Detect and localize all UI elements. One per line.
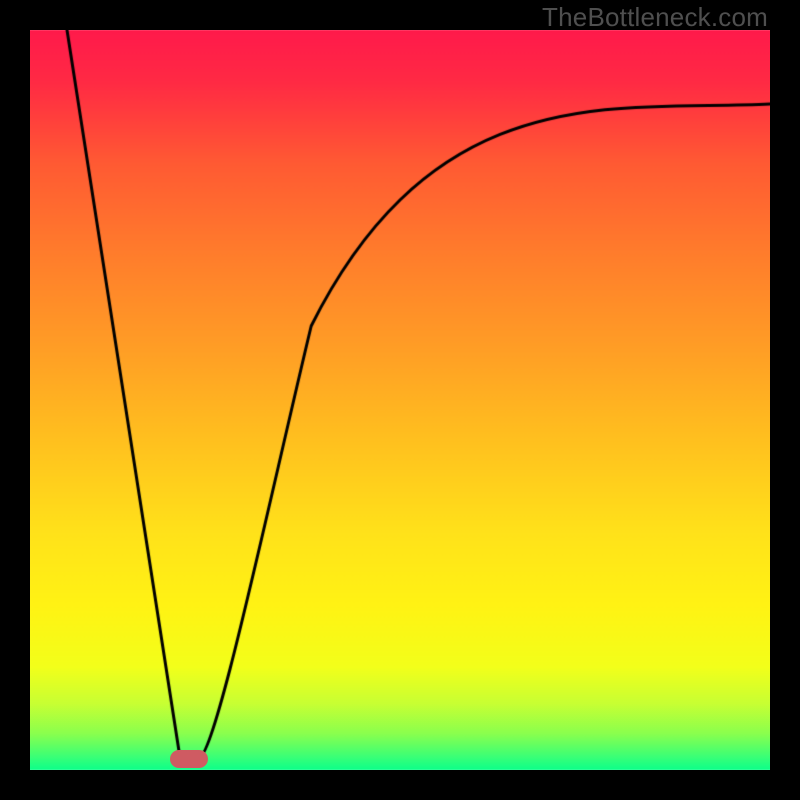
optimal-marker bbox=[170, 750, 208, 768]
frame-border-left bbox=[0, 0, 30, 800]
bottleneck-curve bbox=[0, 0, 800, 800]
frame-border-bottom bbox=[0, 770, 800, 800]
frame-border-right bbox=[770, 0, 800, 800]
chart-stage: TheBottleneck.com bbox=[0, 0, 800, 800]
watermark-text: TheBottleneck.com bbox=[542, 2, 768, 33]
